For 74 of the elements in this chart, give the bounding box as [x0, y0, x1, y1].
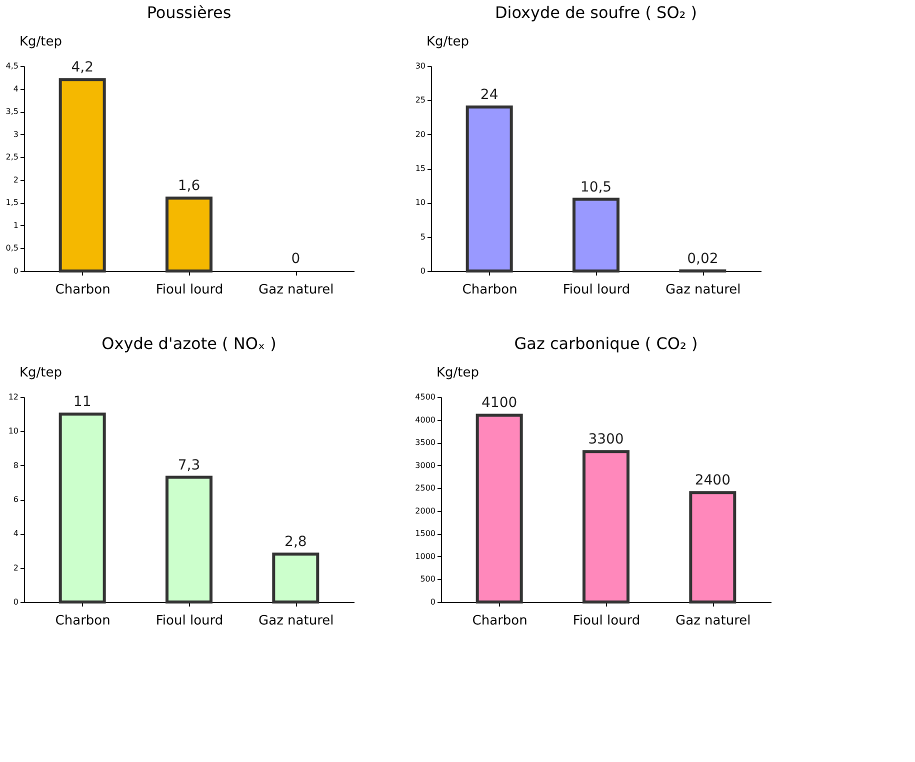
y-tick-label: 3500	[415, 438, 436, 448]
y-axis-title: Kg/tep	[426, 34, 470, 50]
y-tick-label: 0	[13, 598, 18, 606]
y-tick-label: 500	[420, 574, 436, 584]
y-tick-label: 0	[13, 266, 18, 276]
bar	[476, 414, 523, 604]
y-tick-label: 25	[415, 96, 426, 105]
x-tick-label: Fioul lourd	[156, 282, 224, 298]
bar	[466, 106, 513, 272]
x-tick-label: Charbon	[462, 282, 518, 298]
bar	[582, 450, 630, 604]
data-label: 2400	[694, 472, 730, 489]
y-tick-label: 10	[8, 426, 18, 436]
bar	[58, 412, 106, 604]
data-label: 24	[480, 87, 498, 103]
data-label: 0	[291, 251, 300, 267]
y-tick-label: 2,5	[6, 152, 18, 162]
x-tick-label: Gaz naturel	[258, 282, 334, 298]
y-tick-label: 12	[8, 392, 18, 402]
y-tick-label: 1,5	[6, 198, 18, 208]
x-tick-label: Charbon	[55, 282, 110, 298]
y-tick-label: 1500	[415, 529, 436, 538]
y-tick-label: 0,5	[6, 244, 18, 253]
y-tick-label: 2000	[415, 506, 436, 516]
chart-title: Oxyde d'azote ( NOₓ )	[102, 334, 276, 353]
y-tick-label: 2500	[415, 484, 436, 493]
bar	[166, 476, 212, 604]
data-label: 4,2	[71, 60, 94, 76]
data-label: 4100	[482, 395, 518, 412]
chart-title: Dioxyde de soufre ( SO₂ )	[494, 3, 698, 22]
x-tick-label: Gaz naturel	[666, 282, 741, 298]
y-tick-label: 10	[415, 198, 426, 208]
bar	[572, 198, 620, 272]
chart-title: Gaz carbonique ( CO₂ )	[514, 334, 698, 353]
bar	[272, 552, 320, 604]
y-tick-label: 6	[13, 495, 18, 504]
x-tick-label: Gaz naturel	[676, 614, 751, 628]
y-axis-title: Kg/tep	[20, 366, 62, 380]
x-tick-label: Fioul lourd	[562, 282, 630, 298]
data-label: 10,5	[580, 179, 612, 196]
y-tick-label: 8	[13, 460, 18, 470]
y-tick-label: 2	[13, 563, 18, 572]
y-tick-label: 4000	[415, 415, 436, 424]
y-tick-label: 20	[415, 130, 426, 139]
y-tick-label: 30	[415, 62, 426, 70]
y-tick-label: 4	[13, 529, 18, 538]
y-tick-label: 3000	[415, 460, 436, 470]
y-tick-label: 4500	[415, 392, 436, 402]
y-tick-label: 0	[420, 266, 426, 276]
y-tick-label: 0	[430, 598, 436, 606]
x-tick-label: Fioul lourd	[572, 614, 640, 628]
x-tick-label: Charbon	[55, 614, 110, 628]
data-label: 11	[73, 394, 92, 410]
y-axis-title: Kg/tep	[20, 34, 62, 50]
data-label: 3300	[588, 432, 624, 448]
y-tick-label: 3	[13, 130, 18, 139]
data-label: 0,02	[687, 250, 718, 267]
x-tick-label: Charbon	[472, 614, 528, 628]
data-label: 7,3	[178, 457, 200, 474]
bar	[689, 491, 736, 604]
y-tick-label: 3,5	[6, 107, 18, 116]
y-tick-label: 1	[13, 220, 18, 230]
y-tick-label: 4	[13, 84, 18, 94]
x-tick-label: Fioul lourd	[156, 614, 224, 628]
chart-title: Poussières	[146, 3, 232, 22]
y-tick-label: 15	[415, 164, 426, 173]
y-tick-label: 4,5	[6, 62, 18, 70]
y-tick-label: 1000	[415, 552, 436, 561]
x-tick-label: Gaz naturel	[258, 614, 334, 628]
data-label: 2,8	[284, 534, 307, 550]
y-axis-title: Kg/tep	[436, 366, 480, 380]
y-tick-label: 2	[13, 175, 18, 184]
y-tick-label: 5	[420, 232, 426, 242]
data-label: 1,6	[178, 178, 200, 194]
